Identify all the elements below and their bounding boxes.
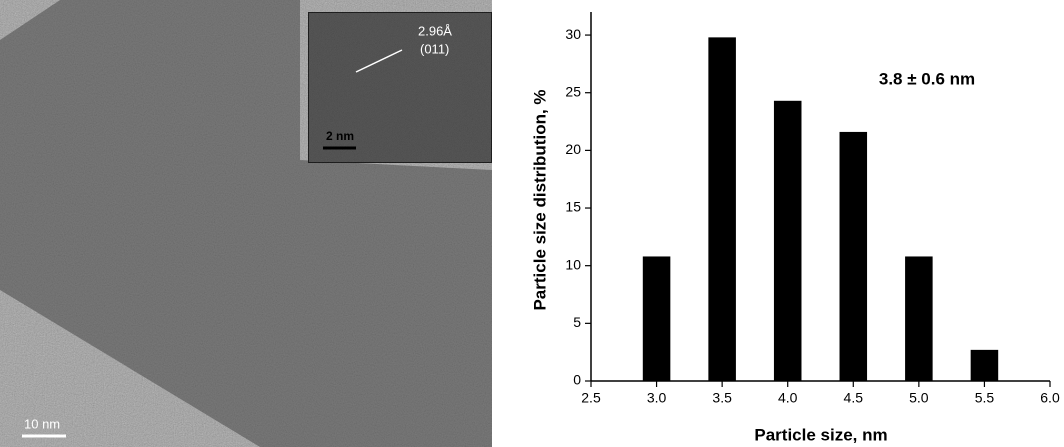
y-tick-label: 25 bbox=[565, 83, 581, 99]
inset-spacing: 2.96Å bbox=[418, 23, 452, 38]
x-tick-label: 5.0 bbox=[909, 390, 929, 406]
annotation: 3.8 ± 0.6 nm bbox=[879, 69, 975, 88]
x-tick-label: 4.5 bbox=[844, 390, 864, 406]
y-axis-label: Particle size distribution, % bbox=[530, 89, 549, 310]
scale-label: 10 nm bbox=[24, 416, 60, 431]
y-tick-label: 20 bbox=[565, 141, 581, 157]
bar bbox=[970, 349, 999, 381]
bar bbox=[773, 100, 802, 382]
x-tick-label: 5.5 bbox=[975, 390, 995, 406]
bar bbox=[839, 131, 868, 381]
y-tick-label: 5 bbox=[573, 314, 581, 330]
x-axis-label: Particle size, nm bbox=[754, 425, 887, 444]
y-tick-label: 0 bbox=[573, 372, 581, 388]
spacing-arrow bbox=[355, 49, 403, 73]
x-tick-label: 6.0 bbox=[1040, 390, 1060, 406]
inset-image bbox=[307, 11, 493, 164]
y-tick-label: 10 bbox=[565, 256, 581, 272]
micrograph: 2.96Å (011) 2 nm 10 nm bbox=[0, 0, 493, 447]
y-tick-label: 30 bbox=[565, 26, 581, 42]
bar bbox=[708, 37, 736, 382]
bar bbox=[905, 256, 933, 381]
y-tick-label: 15 bbox=[565, 199, 581, 215]
inset-scale-label: 2 nm bbox=[326, 129, 354, 143]
bar bbox=[642, 256, 671, 381]
nanotube bbox=[0, 0, 492, 447]
x-tick-label: 3.5 bbox=[712, 390, 732, 406]
x-tick-label: 3.0 bbox=[647, 390, 667, 406]
x-tick-label: 4.0 bbox=[778, 390, 798, 406]
x-tick-label: 2.5 bbox=[581, 390, 601, 406]
inset-plane: (011) bbox=[420, 41, 449, 56]
